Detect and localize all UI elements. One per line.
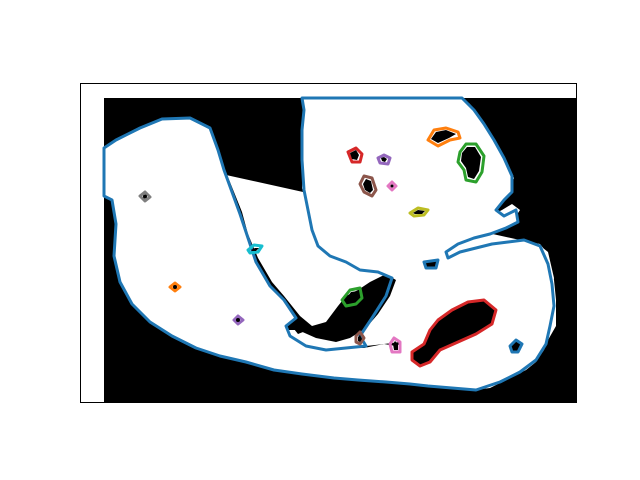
core-pink-bottom xyxy=(393,341,398,350)
contour-blob-green-right xyxy=(456,142,486,184)
contour-blob-brown-top xyxy=(358,174,378,198)
hole-center-notch xyxy=(290,320,308,334)
contour-blob-orange-top xyxy=(426,126,462,148)
core-brown-top xyxy=(363,179,373,193)
contour-blob-red-small xyxy=(346,146,364,164)
contour-lines xyxy=(102,96,556,392)
core-purple-top xyxy=(381,157,387,162)
contour-blob-brown-bottom xyxy=(354,330,366,346)
contour-blob-pink-bottom xyxy=(388,336,402,354)
core-gray xyxy=(143,194,147,199)
hole-lower-right xyxy=(412,300,496,366)
core-green-mid xyxy=(345,291,359,303)
white-region-upper xyxy=(302,98,518,274)
core-pink-top xyxy=(390,184,394,188)
contour-blob-purple-top xyxy=(376,153,392,166)
contour-blob-olive xyxy=(408,206,430,218)
contour-blob-purple-bottom xyxy=(232,314,245,326)
core-orange-top xyxy=(431,130,456,143)
contour-blob-gray xyxy=(138,190,152,203)
contour-hole-bottom-right xyxy=(508,338,524,354)
contour-blob-cyan xyxy=(246,243,264,255)
core-brown-bottom xyxy=(358,335,362,342)
contour-blob-pink-top xyxy=(386,180,398,192)
blob-cores xyxy=(143,130,481,350)
contour-hole-center-small xyxy=(422,258,440,270)
core-orange-left xyxy=(173,285,177,289)
core-red-small xyxy=(350,150,359,160)
contour-blob-green-mid xyxy=(340,286,364,308)
core-cyan xyxy=(251,248,259,251)
core-green-right xyxy=(461,147,481,179)
core-olive xyxy=(413,210,425,214)
contour-hole-red-large xyxy=(410,298,498,368)
contour-outer-boundary xyxy=(102,96,556,392)
contour-blob-orange-left xyxy=(168,281,182,293)
core-purple-bottom xyxy=(236,318,240,322)
